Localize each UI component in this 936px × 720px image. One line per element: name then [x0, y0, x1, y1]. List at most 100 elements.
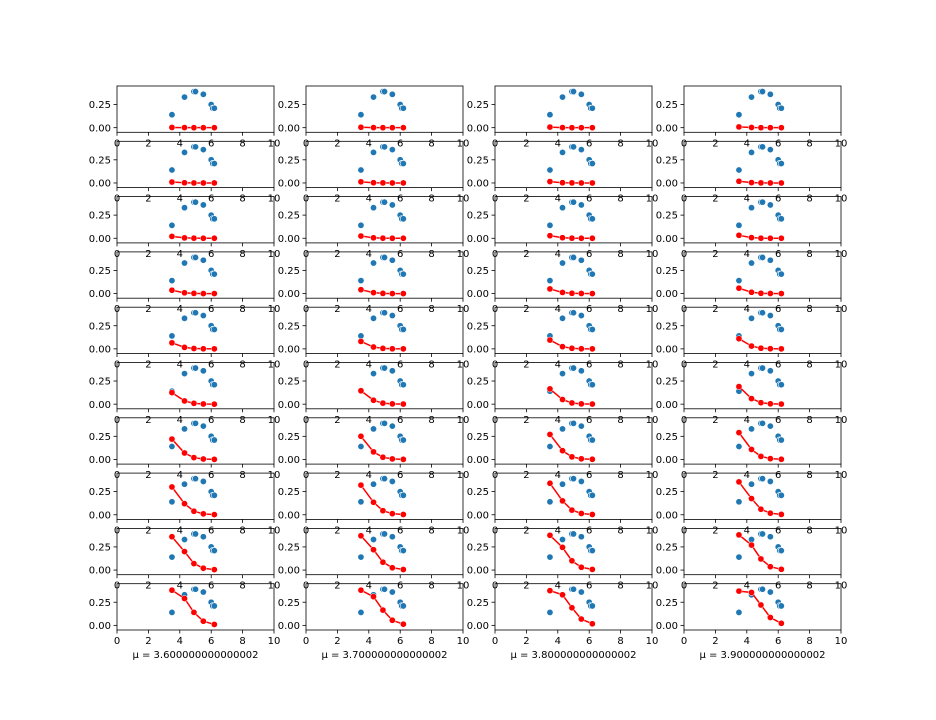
axes-frame — [494, 306, 653, 354]
observed-point — [380, 143, 388, 151]
observed-point — [399, 602, 407, 610]
y-tick-label: 0.25 — [656, 100, 678, 111]
x-tick-label: 0 — [492, 636, 498, 647]
y-tick-label: 0.00 — [656, 400, 678, 411]
fitted-point — [757, 399, 765, 407]
axes-frame — [683, 306, 842, 354]
x-tick-label: 4 — [744, 581, 750, 592]
y-tick-label: 0.25 — [656, 321, 678, 332]
x-tick-label: 2 — [523, 138, 529, 149]
y-tick-label: 0.00 — [656, 234, 678, 245]
x-tick-label: 4 — [555, 470, 561, 481]
panel-r9-c4: 0.000.250 2 4 6 8 10 — [656, 528, 847, 592]
panel-r8-c3: 0.000.250 2 4 6 8 10 — [467, 472, 658, 536]
x-tick-label: 4 — [177, 249, 183, 260]
observed-point — [748, 259, 756, 267]
observed-point — [758, 309, 766, 317]
fitted-point — [200, 234, 207, 242]
x-tick-label: 4 — [555, 415, 561, 426]
fitted-point — [190, 234, 198, 242]
x-tick-label: 8 — [617, 636, 623, 647]
observed-point — [199, 312, 207, 320]
x-tick-label: 4 — [744, 470, 750, 481]
fitted-point — [568, 557, 576, 565]
x-tick-label: 8 — [617, 304, 623, 315]
axes-frame — [305, 528, 464, 576]
fitted-point — [568, 234, 576, 242]
x-tick-label: 8 — [239, 470, 245, 481]
axes-frame — [305, 362, 464, 410]
fitted-point — [568, 506, 576, 514]
observed-point — [168, 277, 176, 285]
x-tick-label: 2 — [712, 470, 718, 481]
x-tick-label: 6 — [397, 194, 403, 205]
fitted-point — [578, 455, 585, 463]
observed-point — [559, 259, 567, 267]
x-tick-label: 6 — [586, 470, 592, 481]
y-tick-label: 0.25 — [467, 487, 489, 498]
x-tick-label: 2 — [523, 360, 529, 371]
x-tick-label: 2 — [334, 470, 340, 481]
axes-frame — [683, 472, 842, 520]
y-tick-label: 0.00 — [278, 400, 300, 411]
x-tick-label: 8 — [428, 636, 434, 647]
x-tick-label: 4 — [744, 636, 750, 647]
axes-frame — [305, 196, 464, 244]
x-tick-label: 2 — [145, 636, 151, 647]
axes-frame — [683, 140, 842, 189]
fitted-point — [568, 344, 576, 352]
observed-point — [370, 425, 378, 433]
fitted-point — [568, 289, 576, 297]
observed-point — [199, 146, 207, 154]
x-tick-label: 2 — [712, 249, 718, 260]
fitted-line — [738, 534, 782, 571]
observed-point — [370, 259, 378, 267]
x-tick-label: 4 — [177, 581, 183, 592]
x-tick-label: 4 — [555, 194, 561, 205]
y-tick-label: 0.25 — [467, 543, 489, 554]
x-tick-label: 4 — [744, 415, 750, 426]
fitted-point — [370, 124, 377, 131]
panel-r10-c1: 0.00 0.25 0 2 4 6 8 10 — [89, 583, 280, 647]
fitted-point — [767, 234, 774, 242]
observed-point — [748, 480, 756, 488]
fitted-point — [190, 454, 198, 461]
fitted-point — [399, 179, 407, 187]
y-tick-label: 0.25 — [278, 321, 300, 332]
fitted-point — [588, 566, 596, 573]
observed-point — [758, 585, 766, 593]
x-tick-label: 8 — [428, 581, 434, 592]
fitted-point — [181, 124, 188, 131]
observed-point — [577, 146, 585, 154]
fitted-point — [546, 587, 554, 594]
x-tick-label: 8 — [428, 194, 434, 205]
observed-point — [168, 608, 176, 616]
fitted-point — [757, 179, 765, 187]
x-tick-label: 6 — [397, 360, 403, 371]
y-tick-label: 0.25 — [656, 155, 678, 166]
fitted-point — [767, 614, 774, 621]
x-tick-label: 8 — [806, 525, 812, 536]
fitted-point — [559, 447, 566, 455]
observed-point — [399, 215, 407, 223]
observed-point — [777, 104, 785, 112]
fitted-point — [777, 565, 785, 573]
y-tick-label: 0.00 — [89, 621, 111, 632]
fitted-point — [379, 124, 387, 132]
x-tick-label: 8 — [428, 249, 434, 260]
y-tick-label: 0.00 — [89, 344, 111, 355]
fitted-point — [399, 345, 407, 353]
fitted-point — [168, 586, 176, 594]
y-tick-label: 0.25 — [656, 543, 678, 554]
observed-point — [735, 166, 743, 174]
observed-point — [577, 367, 585, 375]
x-tick-label: 2 — [145, 525, 151, 536]
x-tick-label: 8 — [617, 581, 623, 592]
x-tick-label: 2 — [145, 470, 151, 481]
y-tick-label: 0.25 — [467, 155, 489, 166]
panel-r3-c1: 0.000.250 2 4 6 8 10 — [89, 196, 280, 260]
fitted-point — [748, 234, 755, 241]
observed-point — [388, 367, 396, 375]
observed-point — [735, 221, 743, 229]
panel-r8-c4: 0.000.250 2 4 6 8 10 — [656, 472, 847, 536]
